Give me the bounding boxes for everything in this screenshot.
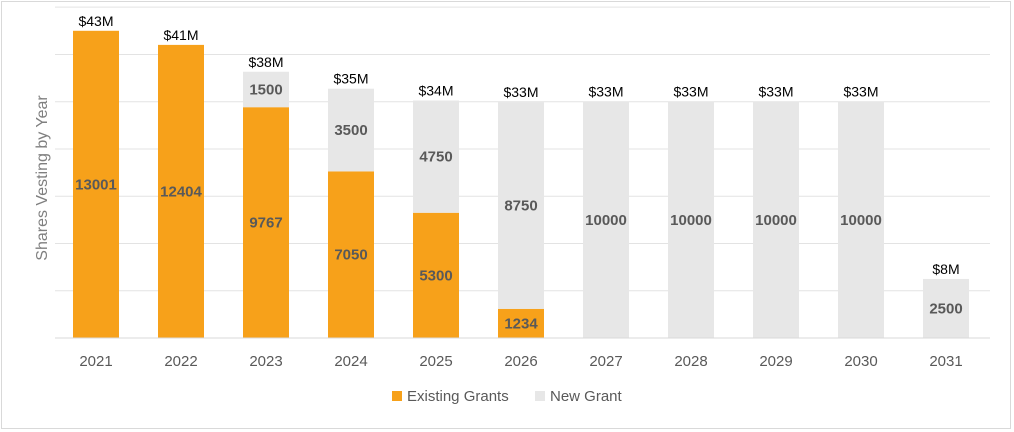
segment-label: 1234 <box>504 315 538 332</box>
segment-label: 5300 <box>419 267 452 284</box>
bar-new-grant-2026 <box>498 102 544 309</box>
x-tick-label: 2031 <box>929 353 962 370</box>
segment-labels: 13001 12404 9767 1500 7050 3500 5300 4750 1234 87… <box>75 81 963 332</box>
total-label: $33M <box>588 84 623 100</box>
y-axis-label: Shares Vesting by Year <box>34 95 51 261</box>
legend-swatch-existing-grants <box>392 391 402 401</box>
x-tick-label: 2022 <box>164 353 197 370</box>
x-tick-label: 2023 <box>249 353 282 370</box>
total-label: $33M <box>843 84 878 100</box>
x-tick-label: 2025 <box>419 353 452 370</box>
gridlines <box>55 6 990 292</box>
x-tick-label: 2028 <box>674 353 707 370</box>
legend-label-new-grant: New Grant <box>550 388 623 405</box>
bar-existing-grants-2024 <box>328 171 374 338</box>
total-label: $8M <box>932 261 959 277</box>
x-tick-label: 2024 <box>334 353 367 370</box>
legend-label-existing-grants: Existing Grants <box>407 388 509 405</box>
bar-existing-grants-2025 <box>413 212 459 338</box>
segment-label: 9767 <box>249 215 282 232</box>
legend: Existing Grants New Grant <box>392 388 623 405</box>
bar-new-grant-2028 <box>668 101 714 338</box>
bars <box>73 30 969 339</box>
segment-label: 2500 <box>929 300 962 317</box>
x-tick-label: 2021 <box>79 353 112 370</box>
segment-label: 12404 <box>160 183 202 200</box>
bar-existing-grants-2022 <box>158 44 204 338</box>
bar-new-grant-2031 <box>923 278 969 338</box>
total-labels: $43M $41M $38M $35M $34M $33M $33M $33M $33M $33M… <box>78 13 959 277</box>
total-label: $35M <box>333 71 368 87</box>
segment-label: 3500 <box>334 122 367 139</box>
bar-existing-grants-2021 <box>73 30 119 338</box>
total-label: $34M <box>418 83 453 99</box>
bar-new-grant-2023 <box>243 71 289 108</box>
total-label: $41M <box>163 27 198 43</box>
legend-swatch-new-grant <box>535 391 545 401</box>
total-label: $33M <box>503 84 538 100</box>
bar-existing-grants-2026 <box>498 308 544 338</box>
total-label: $38M <box>248 54 283 70</box>
segment-label: 8750 <box>504 197 537 214</box>
x-tick-label: 2029 <box>759 353 792 370</box>
total-label: $43M <box>78 13 113 29</box>
segment-label: 10000 <box>585 212 627 229</box>
segment-label: 13001 <box>75 176 117 193</box>
segment-label: 1500 <box>249 81 282 98</box>
bar-new-grant-2030 <box>838 101 884 338</box>
segment-label: 10000 <box>670 212 712 229</box>
bar-new-grant-2024 <box>328 88 374 172</box>
segment-label: 10000 <box>840 212 882 229</box>
x-tick-label: 2030 <box>844 353 877 370</box>
segment-label: 4750 <box>419 149 452 166</box>
total-label: $33M <box>673 84 708 100</box>
segment-label: 10000 <box>755 212 797 229</box>
total-label: $33M <box>758 84 793 100</box>
x-tick-labels: 2021 2022 2023 2024 2025 2026 2027 2028 2029 2030… <box>79 353 962 370</box>
bar-new-grant-2025 <box>413 100 459 213</box>
segment-label: 7050 <box>334 247 367 264</box>
x-tick-label: 2027 <box>589 353 622 370</box>
x-tick-label: 2026 <box>504 353 537 370</box>
bar-new-grant-2027 <box>583 101 629 338</box>
bar-new-grant-2029 <box>753 101 799 338</box>
bar-existing-grants-2023 <box>243 107 289 339</box>
